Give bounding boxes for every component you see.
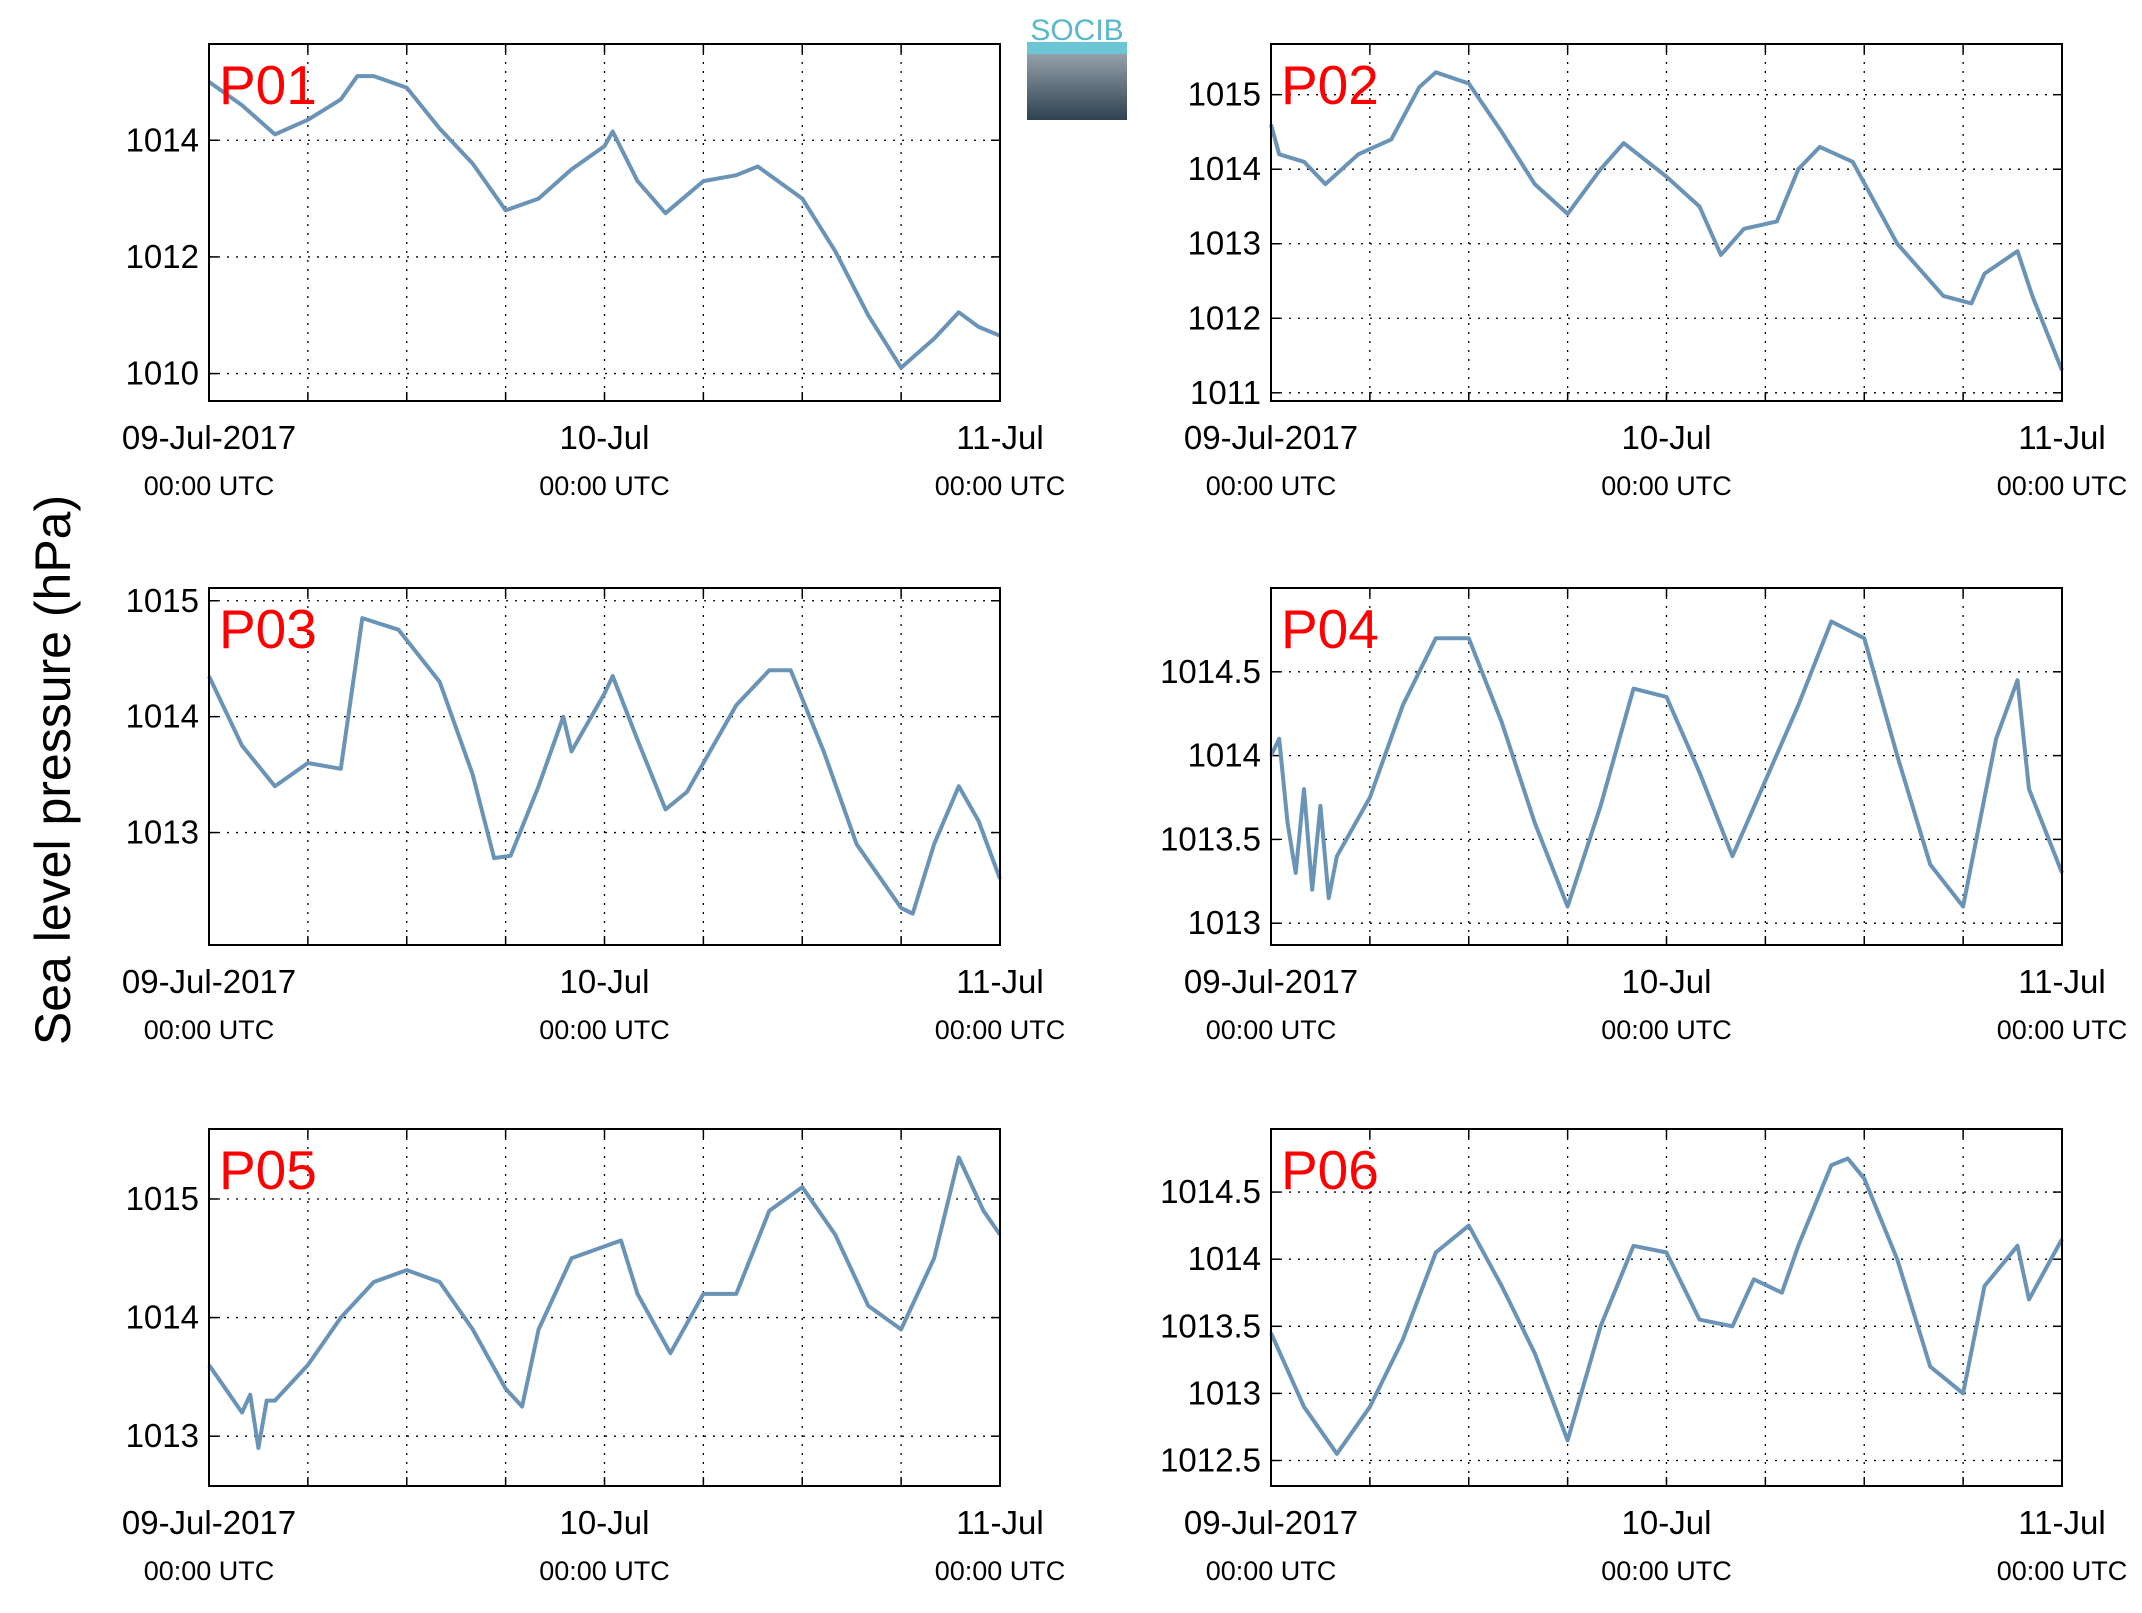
x-tick-label: 09-Jul-2017 bbox=[1184, 419, 1358, 456]
logo-box bbox=[1027, 50, 1127, 120]
panel: 1013 1014 1015 09-Jul-2017 00:00 UTC 10-Jul 00… bbox=[122, 1128, 1066, 1586]
x-tick-sublabel: 00:00 UTC bbox=[1997, 471, 2128, 501]
panel-title: P01 bbox=[219, 54, 317, 116]
y-tick-label: 1013.5 bbox=[1160, 1307, 1261, 1344]
y-tick-label: 1013 bbox=[1188, 1374, 1261, 1411]
y-tick-label: 1015 bbox=[126, 582, 199, 619]
y-tick-label: 1010 bbox=[126, 355, 199, 392]
x-tick-label: 11-Jul bbox=[2018, 1504, 2105, 1541]
plot-frame bbox=[1270, 43, 2063, 402]
y-tick-label: 1013 bbox=[1188, 904, 1261, 941]
panel: 1011 1012 1013 1014 1015 09-Jul-2017 00:00 UTC… bbox=[1184, 43, 2128, 501]
y-tick-label: 1014 bbox=[1188, 150, 1261, 187]
data-line bbox=[207, 74, 1001, 370]
y-tick-label: 1014 bbox=[126, 1299, 199, 1336]
x-tick-label: 09-Jul-2017 bbox=[122, 963, 296, 1000]
x-tick-label: 11-Jul bbox=[956, 1504, 1043, 1541]
x-tick-sublabel: 00:00 UTC bbox=[144, 1556, 275, 1586]
plot-frame bbox=[208, 1128, 1001, 1487]
y-tick-label: 1014.5 bbox=[1160, 653, 1261, 690]
plot-frame bbox=[1270, 1128, 2063, 1487]
x-tick-sublabel: 00:00 UTC bbox=[1206, 1015, 1337, 1045]
x-tick-label: 11-Jul bbox=[956, 419, 1043, 456]
y-tick-label: 1012 bbox=[1188, 299, 1261, 336]
y-tick-label: 1014 bbox=[1188, 737, 1261, 774]
plot-frame bbox=[208, 587, 1001, 946]
y-tick-label: 1012.5 bbox=[1160, 1442, 1261, 1479]
panel-title: P03 bbox=[219, 598, 317, 660]
x-tick-sublabel: 00:00 UTC bbox=[1997, 1015, 2128, 1045]
logo-text: SOCIB bbox=[1030, 14, 1123, 47]
x-tick-sublabel: 00:00 UTC bbox=[1997, 1556, 2128, 1586]
y-tick-label: 1011 bbox=[1190, 374, 1261, 411]
x-tick-label: 09-Jul-2017 bbox=[122, 419, 296, 456]
data-line bbox=[1269, 1156, 2064, 1456]
x-tick-label: 09-Jul-2017 bbox=[122, 1504, 296, 1541]
x-tick-label: 10-Jul bbox=[560, 963, 650, 1000]
x-tick-sublabel: 00:00 UTC bbox=[935, 1556, 1066, 1586]
x-tick-sublabel: 00:00 UTC bbox=[1601, 471, 1732, 501]
x-tick-sublabel: 00:00 UTC bbox=[1601, 1556, 1732, 1586]
panel-title: P02 bbox=[1281, 54, 1379, 116]
x-tick-sublabel: 00:00 UTC bbox=[539, 471, 670, 501]
y-tick-label: 1015 bbox=[126, 1180, 199, 1217]
x-tick-sublabel: 00:00 UTC bbox=[935, 1015, 1066, 1045]
x-tick-label: 10-Jul bbox=[1622, 419, 1712, 456]
logo-band bbox=[1027, 42, 1127, 54]
x-tick-label: 10-Jul bbox=[1622, 963, 1712, 1000]
x-tick-label: 11-Jul bbox=[2018, 963, 2105, 1000]
data-line bbox=[1269, 70, 2064, 372]
x-tick-sublabel: 00:00 UTC bbox=[1601, 1015, 1732, 1045]
plot-frame bbox=[208, 43, 1001, 402]
panel: 1013 1013.5 1014 1014.5 09-Jul-2017 00:00 UTC… bbox=[1160, 587, 2128, 1045]
data-line bbox=[1269, 619, 2064, 909]
y-tick-label: 1013 bbox=[1188, 225, 1261, 262]
x-tick-label: 09-Jul-2017 bbox=[1184, 1504, 1358, 1541]
x-tick-sublabel: 00:00 UTC bbox=[1206, 471, 1337, 501]
plot-frame bbox=[1270, 587, 2063, 946]
x-tick-sublabel: 00:00 UTC bbox=[1206, 1556, 1337, 1586]
panel-title: P06 bbox=[1281, 1139, 1379, 1201]
x-tick-label: 11-Jul bbox=[2018, 419, 2105, 456]
x-tick-sublabel: 00:00 UTC bbox=[144, 1015, 275, 1045]
x-tick-sublabel: 00:00 UTC bbox=[144, 471, 275, 501]
y-tick-label: 1013.5 bbox=[1160, 820, 1261, 857]
x-tick-sublabel: 00:00 UTC bbox=[539, 1556, 670, 1586]
panel-title: P05 bbox=[219, 1139, 317, 1201]
panel: 1012.5 1013 1013.5 1014 1014.5 09-Jul-2017 00:… bbox=[1160, 1128, 2128, 1586]
y-tick-label: 1014 bbox=[126, 698, 199, 735]
y-tick-label: 1015 bbox=[1188, 76, 1261, 113]
data-line bbox=[207, 616, 1002, 916]
x-tick-label: 10-Jul bbox=[1622, 1504, 1712, 1541]
y-tick-label: 1014 bbox=[1188, 1240, 1261, 1277]
data-line bbox=[207, 1155, 1002, 1450]
y-tick-label: 1013 bbox=[126, 814, 199, 851]
y-tick-label: 1014.5 bbox=[1160, 1173, 1261, 1210]
logo: SOCIB bbox=[1027, 14, 1127, 120]
y-tick-label: 1013 bbox=[126, 1417, 199, 1454]
x-tick-label: 11-Jul bbox=[956, 963, 1043, 1000]
y-axis-label: Sea level pressure (hPa) bbox=[25, 495, 81, 1045]
y-tick-label: 1012 bbox=[126, 238, 199, 275]
panel: 1013 1014 1015 09-Jul-2017 00:00 UTC 10-Jul 00… bbox=[122, 582, 1065, 1045]
x-tick-sublabel: 00:00 UTC bbox=[935, 471, 1066, 501]
panel: 1010 1012 1014 09-Jul-2017 00:00 UTC 10-Jul 00… bbox=[122, 43, 1066, 501]
x-tick-sublabel: 00:00 UTC bbox=[539, 1015, 670, 1045]
x-tick-label: 10-Jul bbox=[560, 1504, 650, 1541]
y-tick-label: 1014 bbox=[126, 121, 199, 158]
x-tick-label: 10-Jul bbox=[560, 419, 650, 456]
panel-title: P04 bbox=[1281, 598, 1379, 660]
x-tick-label: 09-Jul-2017 bbox=[1184, 963, 1358, 1000]
